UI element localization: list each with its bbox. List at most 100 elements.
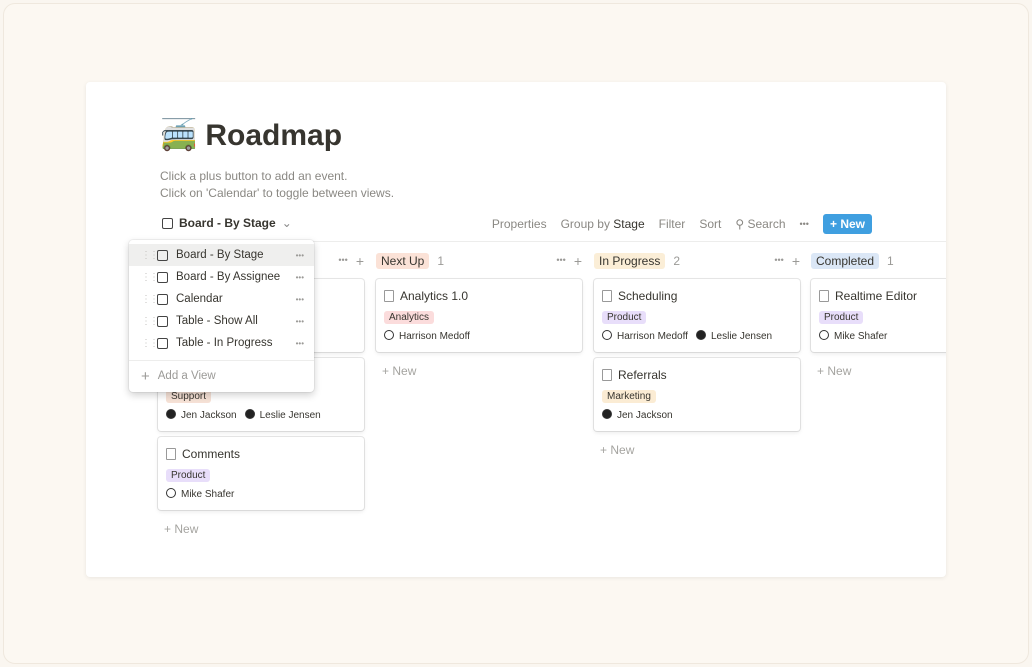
avatar-icon bbox=[166, 488, 176, 498]
add-view-label: Add a View bbox=[157, 370, 216, 382]
sort-button[interactable]: Sort bbox=[699, 217, 722, 231]
avatar-icon bbox=[819, 330, 829, 340]
view-name: Calendar bbox=[176, 293, 223, 305]
drag-handle-icon[interactable]: ⋮⋮ bbox=[141, 271, 159, 283]
column-count: 1 bbox=[437, 254, 445, 268]
drag-handle-icon[interactable]: ⋮⋮ bbox=[141, 315, 159, 327]
board-icon bbox=[162, 217, 173, 229]
card-title: Realtime Editor bbox=[835, 289, 918, 303]
drag-handle-icon[interactable]: ⋮⋮ bbox=[141, 293, 159, 305]
view-selector[interactable]: Board - By Stage ⌄ bbox=[162, 216, 292, 230]
plus-icon: + bbox=[382, 364, 390, 378]
card-title: Referrals bbox=[618, 368, 667, 382]
properties-button[interactable]: Properties bbox=[491, 217, 547, 231]
column-header: ••• + bbox=[158, 252, 364, 270]
more-icon[interactable]: ••• bbox=[295, 294, 304, 304]
more-icon[interactable]: ••• bbox=[295, 338, 304, 348]
add-card-icon[interactable]: + bbox=[791, 253, 800, 269]
column-header: Completed 1 bbox=[811, 252, 946, 270]
new-label: New bbox=[840, 217, 865, 231]
more-icon[interactable]: ••• bbox=[295, 250, 304, 260]
add-card-icon[interactable]: + bbox=[573, 253, 582, 269]
card-title: Analytics 1.0 bbox=[400, 289, 469, 303]
board-icon bbox=[157, 249, 168, 261]
view-name: Table - In Progress bbox=[176, 337, 273, 349]
board-column: In Progress 2 ••• + Scheduling Product Harriso… bbox=[594, 252, 800, 457]
drag-handle-icon[interactable]: ⋮⋮ bbox=[141, 337, 159, 349]
column-count: 2 bbox=[673, 254, 681, 268]
new-card-button[interactable]: + New bbox=[811, 364, 946, 378]
page-title: 🚎 Roadmap bbox=[160, 118, 342, 153]
column-more-icon[interactable]: ••• bbox=[774, 255, 784, 265]
avatar-icon bbox=[166, 409, 176, 419]
group-by-button[interactable]: Group by Stage bbox=[561, 217, 645, 231]
view-menu-item[interactable]: ⋮⋮ Table - In Progress ••• bbox=[129, 332, 314, 354]
assignee-name: Mike Shafer bbox=[181, 489, 235, 500]
search-button[interactable]: ⚲ Search bbox=[735, 217, 785, 231]
page-icon bbox=[602, 369, 612, 381]
bus-icon: 🚎 bbox=[160, 119, 198, 152]
column-more-icon[interactable]: ••• bbox=[556, 255, 566, 265]
column-more-icon[interactable]: ••• bbox=[338, 255, 348, 265]
calendar-icon bbox=[157, 293, 168, 305]
view-menu-item[interactable]: ⋮⋮ Table - Show All ••• bbox=[129, 310, 314, 332]
column-header: Next Up 1 ••• + bbox=[376, 252, 582, 270]
view-menu-item[interactable]: ⋮⋮ Calendar ••• bbox=[129, 288, 314, 310]
assignee: Harrison Medoff bbox=[384, 330, 470, 342]
filter-button[interactable]: Filter bbox=[658, 217, 686, 231]
plus-icon: + bbox=[817, 364, 825, 378]
table-icon bbox=[157, 337, 168, 349]
column-name[interactable]: Completed bbox=[811, 253, 880, 269]
more-icon[interactable]: ••• bbox=[295, 316, 304, 326]
assignee-name: Leslie Jensen bbox=[710, 331, 773, 342]
page-description: Click a plus button to add an event. Clic… bbox=[160, 168, 394, 202]
assignee: Leslie Jensen bbox=[695, 330, 773, 342]
assignee-name: Leslie Jensen bbox=[259, 410, 321, 421]
view-name: Board - By Stage bbox=[176, 249, 264, 261]
view-menu-item[interactable]: ⋮⋮ Board - By Stage ••• bbox=[129, 244, 314, 266]
search-label: Search bbox=[747, 217, 786, 231]
search-icon: ⚲ bbox=[735, 217, 745, 231]
new-button[interactable]: + New bbox=[822, 214, 872, 234]
drag-handle-icon[interactable]: ⋮⋮ bbox=[141, 249, 159, 261]
board-card[interactable]: Comments Product Mike Shafer bbox=[158, 437, 364, 510]
board-column: Next Up 1 ••• + Analytics 1.0 Analytics Harris… bbox=[376, 252, 582, 378]
board-icon bbox=[157, 271, 168, 283]
new-card-label: New bbox=[827, 364, 852, 378]
more-icon[interactable]: ••• bbox=[295, 272, 304, 282]
column-count: 1 bbox=[887, 254, 894, 268]
assignee-name: Mike Shafer bbox=[834, 331, 888, 342]
avatar-icon bbox=[695, 330, 706, 340]
column-name[interactable]: In Progress bbox=[594, 253, 666, 269]
board-card[interactable]: Scheduling Product Harrison Medoff Leslie J… bbox=[594, 279, 800, 352]
add-view-button[interactable]: + Add a View bbox=[129, 365, 314, 387]
desc-line: Click a plus button to add an event. bbox=[160, 169, 348, 183]
card-tag: Support bbox=[166, 390, 212, 403]
avatar-icon bbox=[244, 409, 255, 419]
card-title: Scheduling bbox=[618, 289, 678, 303]
card-tag: Marketing bbox=[602, 390, 656, 403]
add-card-icon[interactable]: + bbox=[355, 253, 364, 269]
plus-icon: + bbox=[829, 217, 837, 231]
view-label: Board - By Stage bbox=[179, 216, 276, 230]
divider bbox=[129, 360, 314, 361]
new-card-button[interactable]: + New bbox=[376, 364, 582, 378]
assignee-name: Jen Jackson bbox=[617, 410, 673, 421]
assignee: Jen Jackson bbox=[602, 409, 673, 421]
group-by-value: Stage bbox=[613, 217, 645, 231]
assignee: Harrison Medoff bbox=[602, 330, 688, 342]
card-tag: Product bbox=[602, 311, 647, 324]
more-button[interactable]: ••• bbox=[799, 219, 809, 229]
new-card-label: New bbox=[174, 522, 199, 536]
view-menu-item[interactable]: ⋮⋮ Board - By Assignee ••• bbox=[129, 266, 314, 288]
new-card-button[interactable]: + New bbox=[158, 522, 364, 536]
board-card[interactable]: Realtime Editor Product Mike Shafer bbox=[811, 279, 946, 352]
new-card-button[interactable]: + New bbox=[594, 443, 800, 457]
board-card[interactable]: Analytics 1.0 Analytics Harrison Medoff bbox=[376, 279, 582, 352]
plus-icon: + bbox=[164, 522, 172, 536]
card-tag: Analytics bbox=[384, 311, 435, 324]
board-card[interactable]: Referrals Marketing Jen Jackson bbox=[594, 358, 800, 431]
column-name[interactable]: Next Up bbox=[376, 253, 430, 269]
title-text: Roadmap bbox=[205, 118, 343, 152]
view-name: Board - By Assignee bbox=[176, 271, 281, 283]
